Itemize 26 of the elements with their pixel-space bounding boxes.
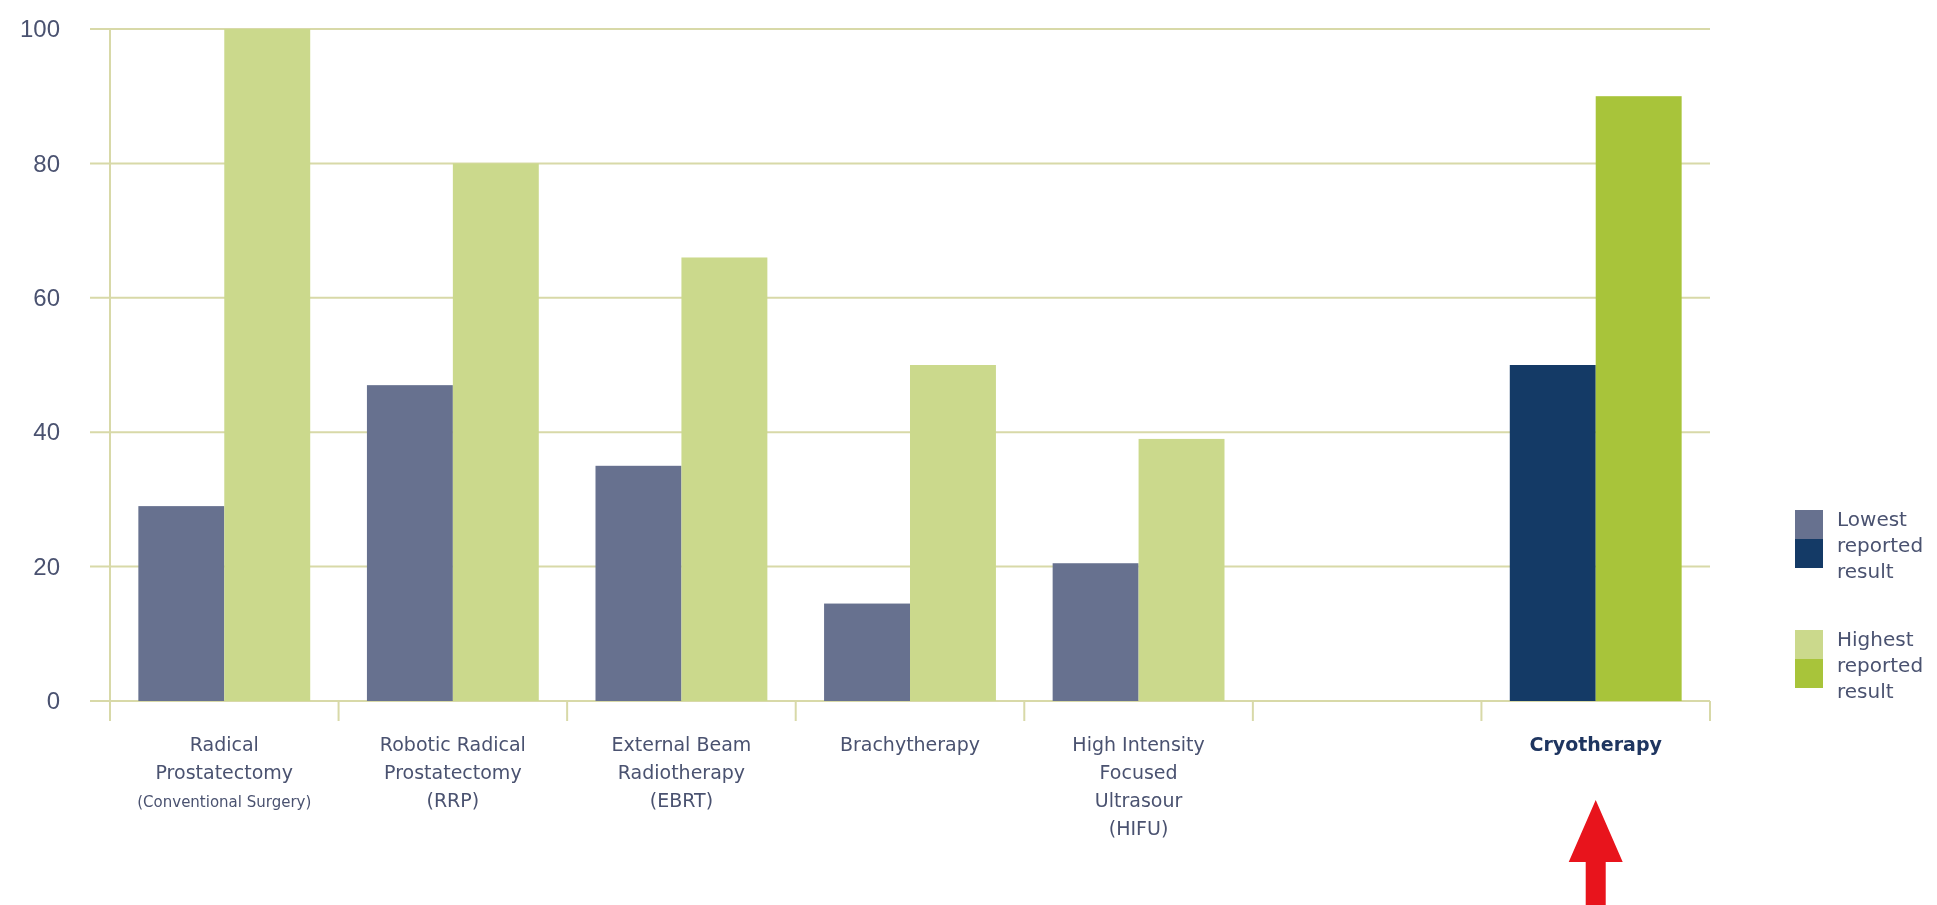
legend-label: Lowest reported result — [1837, 507, 1924, 583]
x-tick-label: Radical Prostatectomy (Conventional Surgery) — [137, 733, 312, 811]
y-tick-label: 20 — [33, 552, 60, 580]
y-tick-label: 40 — [33, 418, 60, 446]
bar — [824, 603, 910, 701]
x-tick-label: Cryotherapy — [1529, 733, 1663, 755]
x-tick-label: Robotic Radical Prostatectomy (RRP) — [379, 733, 526, 811]
y-tick-label: 100 — [19, 15, 60, 43]
bar — [1138, 438, 1225, 701]
bar — [1509, 365, 1596, 701]
y-tick-label: 80 — [33, 149, 60, 177]
bar — [910, 365, 996, 701]
x-tick-label: High Intensity Focused Ultrasour (HIFU) — [1072, 733, 1205, 839]
legend-label: Highest reported result — [1837, 627, 1924, 703]
x-tick-label: Brachytherapy — [839, 733, 981, 755]
bar — [1052, 563, 1139, 701]
x-tick-label: External Beam Radiotherapy (EBRT) — [611, 733, 752, 811]
bar — [224, 29, 311, 701]
bar — [452, 163, 539, 701]
bar — [366, 385, 453, 701]
y-tick-label: 0 — [46, 687, 60, 715]
bar — [138, 506, 225, 701]
y-tick-label: 60 — [33, 283, 60, 311]
bar — [1595, 96, 1682, 701]
bar — [595, 465, 682, 701]
bar — [681, 257, 768, 701]
